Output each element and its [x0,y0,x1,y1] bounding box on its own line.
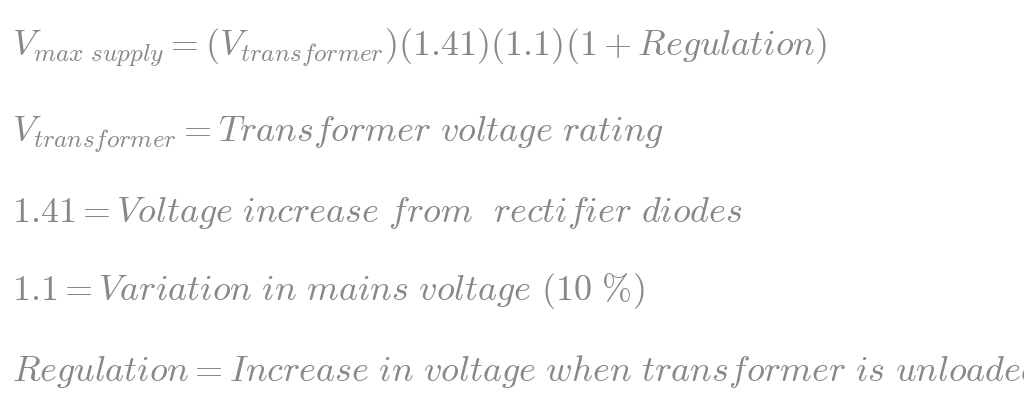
Text: $1.1 = Variation\ in\ mains\ voltage\ (10\ \%)$: $1.1 = Variation\ in\ mains\ voltage\ (1… [12,271,645,311]
Text: $V_{transformer} = Transformer\ voltage\ rating$: $V_{transformer} = Transformer\ voltage\… [12,114,665,154]
Text: $1.41 = Voltage\ increase\ from\ \ rectifier\ diodes$: $1.41 = Voltage\ increase\ from\ \ recti… [12,194,742,231]
Text: $V_{max\ supply} = (V_{transformer})(1.41)(1.1)(1 + Regulation)$: $V_{max\ supply} = (V_{transformer})(1.4… [12,27,827,69]
Text: $Regulation = Increase\ in\ voltage\ when\ transformer\ is\ unloaded$: $Regulation = Increase\ in\ voltage\ whe… [12,352,1024,389]
